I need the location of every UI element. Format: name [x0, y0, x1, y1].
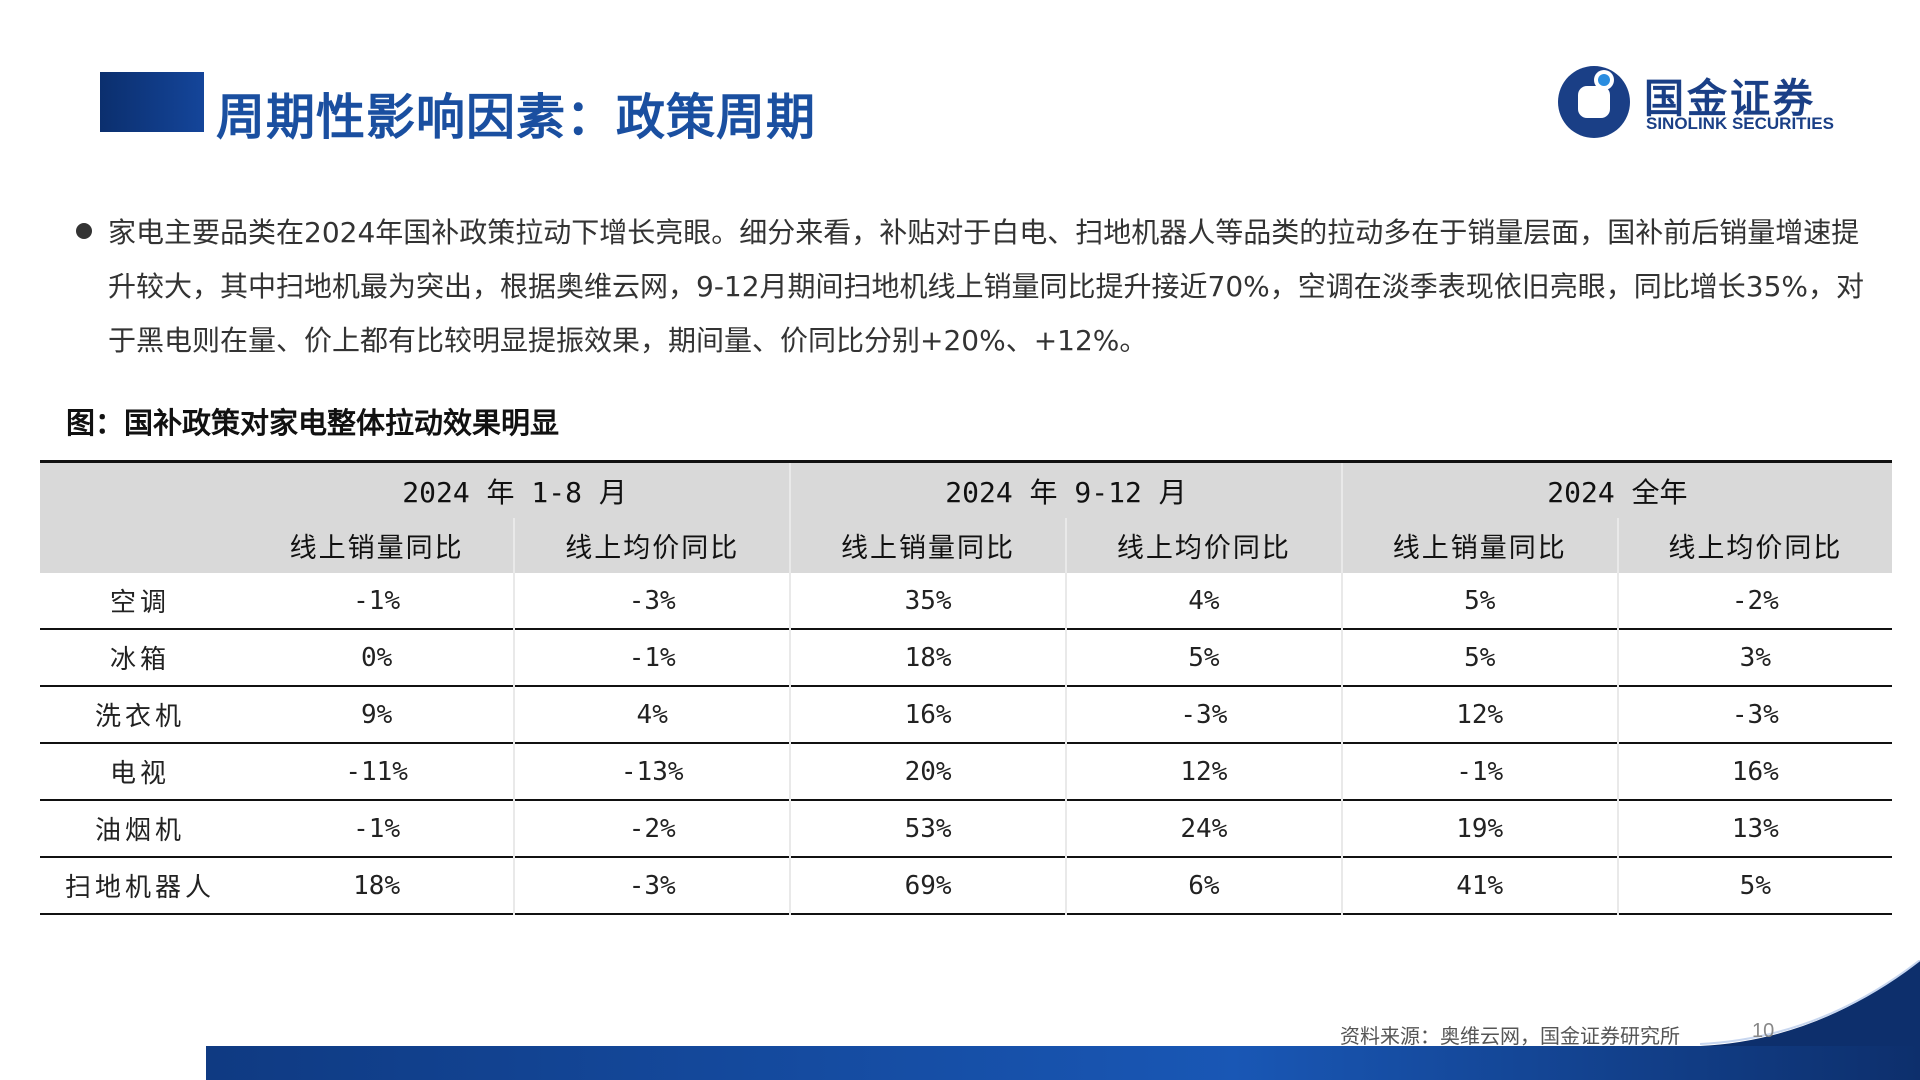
table-row: 电视 -11% -13% 20% 12% -1% 16% [40, 743, 1892, 800]
logo-english-name: SINOLINK SECURITIES [1646, 114, 1834, 133]
table-group-header-row: 2024 年 1-8 月 2024 年 9-12 月 2024 全年 [40, 461, 1892, 573]
table-cell: 3% [1616, 629, 1892, 686]
source-note: 资料来源：奥维云网，国金证券研究所 [1340, 1026, 1680, 1048]
table-cell: 18% [789, 629, 1066, 686]
table-cell: -3% [1616, 686, 1892, 743]
table-cell: 4% [513, 686, 791, 743]
table-cell: -13% [513, 743, 791, 800]
table-cell: 9% [360, 699, 393, 730]
page-title: 周期性影响因素：政策周期 [216, 89, 817, 146]
table-sub-header-row: 线上销量同比 线上均价同比 线上销量同比 线上均价同比 线上销量同比 线上均价同… [40, 518, 1892, 573]
row-label: 扫地机器人 [64, 873, 215, 903]
policy-effect-table: 2024 年 1-8 月 2024 年 9-12 月 2024 全年 线上销量同… [40, 460, 1892, 915]
table-cell: 0% [360, 642, 393, 673]
title-accent-block [100, 72, 204, 132]
row-label: 电视 [109, 759, 170, 789]
column-header: 线上均价同比 [1064, 518, 1342, 573]
table-cell: 19% [1340, 800, 1618, 857]
table-cell: 12% [1340, 686, 1618, 743]
group-header-1-8: 2024 年 1-8 月 [240, 461, 791, 518]
table-cell: 12% [1064, 743, 1342, 800]
table-row: 洗衣机 9% 4% 16% -3% 12% -3% [40, 686, 1892, 743]
table-cell: -1% [1340, 743, 1618, 800]
table-cell: 35% [789, 573, 1066, 629]
table-cell: -2% [513, 800, 791, 857]
table-cell: 69% [789, 857, 1066, 914]
figure-caption: 图：国补政策对家电整体拉动效果明显 [66, 406, 560, 440]
bullet-paragraph: 家电主要品类在2024年国补政策拉动下增长亮眼。细分来看，补贴对于白电、扫地机器… [108, 216, 1865, 357]
table-cell: 5% [1616, 857, 1892, 914]
table-row: 空调 -1% -3% 35% 4% 5% -2% [40, 573, 1892, 629]
row-label: 洗衣机 [94, 702, 185, 732]
table-cell: -1% [353, 585, 401, 616]
table-cell: 20% [789, 743, 1066, 800]
table-corner-cell [40, 461, 240, 573]
column-header: 线上销量同比 [789, 518, 1066, 573]
footer-band [206, 1046, 1920, 1080]
table-cell: 53% [789, 800, 1066, 857]
table-cell: -3% [513, 573, 791, 629]
column-header: 线上均价同比 [1616, 518, 1892, 573]
group-header-full-year: 2024 全年 [1340, 461, 1892, 518]
column-header: 线上销量同比 [240, 518, 515, 573]
table-cell: 13% [1616, 800, 1892, 857]
table-cell: 24% [1064, 800, 1342, 857]
table-cell: -3% [1064, 686, 1342, 743]
table-row: 扫地机器人 18% -3% 69% 6% 41% 5% [40, 857, 1892, 914]
row-label: 油烟机 [94, 816, 185, 846]
column-header: 线上均价同比 [513, 518, 791, 573]
logo-chinese-name: 国金证券 [1644, 76, 1816, 122]
company-logo: 国金证券 SINOLINK SECURITIES [1556, 60, 1876, 140]
table-cell: 16% [789, 686, 1066, 743]
row-label: 空调 [109, 588, 170, 618]
table-cell: 6% [1064, 857, 1342, 914]
table-cell: 5% [1064, 629, 1342, 686]
bullet-icon [76, 223, 92, 239]
table-cell: -3% [513, 857, 791, 914]
table-cell: 16% [1616, 743, 1892, 800]
table-cell: 5% [1340, 573, 1618, 629]
group-header-9-12: 2024 年 9-12 月 [789, 461, 1342, 518]
table-row: 冰箱 0% -1% 18% 5% 5% 3% [40, 629, 1892, 686]
table-cell: 4% [1064, 573, 1342, 629]
table-cell: -1% [513, 629, 791, 686]
table-row: 油烟机 -1% -2% 53% 24% 19% 13% [40, 800, 1892, 857]
table-cell: 5% [1340, 629, 1618, 686]
row-label: 冰箱 [109, 645, 170, 675]
table-cell: -11% [345, 756, 408, 787]
table-cell: 41% [1340, 857, 1618, 914]
column-header: 线上销量同比 [1340, 518, 1618, 573]
table-cell: 18% [353, 870, 401, 901]
table-cell: -2% [1616, 573, 1892, 629]
table-cell: -1% [353, 813, 401, 844]
logo-mark-icon [1558, 66, 1630, 138]
page-number: 10 [1752, 1020, 1775, 1042]
